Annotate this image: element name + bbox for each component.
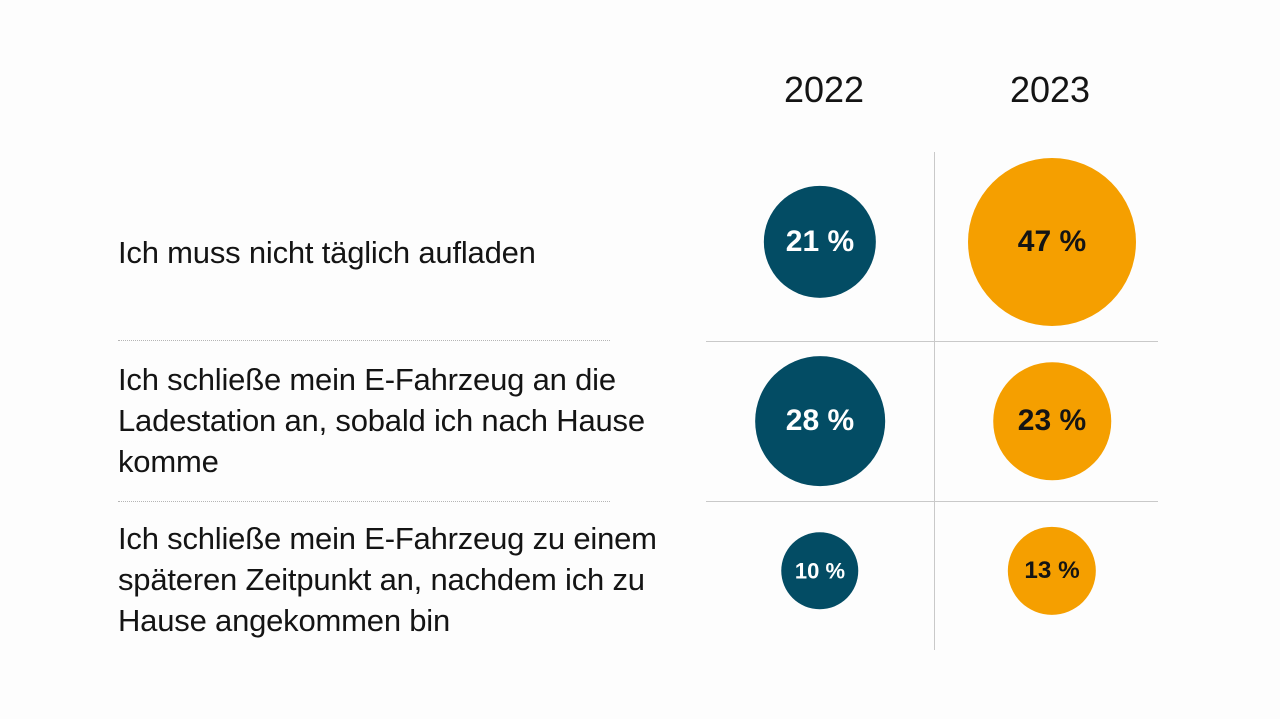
row-separator-2 <box>118 501 610 502</box>
bubble-2022-row-2: 28 % <box>755 356 885 486</box>
row-separator-1 <box>118 340 610 341</box>
grid-line-vertical <box>934 152 935 650</box>
column-header-2022: 2022 <box>783 69 865 110</box>
bubble-2023-row-1: 47 % <box>968 158 1136 326</box>
row-label-1: Ich muss nicht täglich aufladen <box>118 235 536 270</box>
bubble-2022-row-3: 10 % <box>781 532 859 610</box>
bubble-2023-row-3: 13 % <box>1007 526 1097 616</box>
grid-line-horizontal-1 <box>706 341 1158 342</box>
bubble-2022-row-1: 21 % <box>763 185 877 299</box>
column-header-2023: 2023 <box>1009 69 1091 110</box>
grid-line-horizontal-2 <box>706 501 1158 502</box>
row-label-3: Ich schließe mein E-Fahrzeug zu einem sp… <box>118 521 657 638</box>
row-label-2: Ich schließe mein E-Fahrzeug an die Lade… <box>118 362 645 479</box>
bubble-2023-row-2: 23 % <box>993 362 1111 480</box>
